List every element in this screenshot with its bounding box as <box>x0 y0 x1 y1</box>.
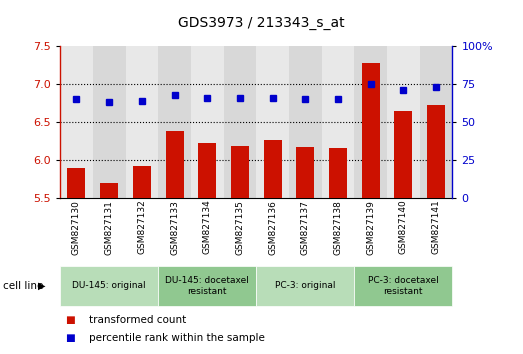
Bar <box>427 105 445 198</box>
Bar <box>67 168 85 198</box>
Bar <box>60 46 93 198</box>
Text: percentile rank within the sample: percentile rank within the sample <box>89 333 265 343</box>
Text: DU-145: original: DU-145: original <box>72 281 146 290</box>
Bar <box>355 46 387 198</box>
Bar <box>394 111 412 198</box>
Text: transformed count: transformed count <box>89 315 186 325</box>
Bar <box>93 46 126 198</box>
Text: PC-3: original: PC-3: original <box>275 281 336 290</box>
Bar <box>198 143 216 198</box>
Bar <box>133 166 151 198</box>
Text: ■: ■ <box>65 315 75 325</box>
Bar <box>100 183 118 198</box>
Text: ■: ■ <box>65 333 75 343</box>
Text: cell line: cell line <box>3 281 43 291</box>
Bar <box>224 46 256 198</box>
Bar <box>329 148 347 198</box>
Bar <box>158 46 191 198</box>
Bar <box>264 139 281 198</box>
Text: GDS3973 / 213343_s_at: GDS3973 / 213343_s_at <box>178 16 345 30</box>
Bar <box>297 147 314 198</box>
Bar <box>289 46 322 198</box>
Bar <box>191 46 224 198</box>
Bar <box>322 46 355 198</box>
Bar <box>231 146 249 198</box>
Text: ▶: ▶ <box>38 281 45 291</box>
Bar <box>387 46 419 198</box>
Bar <box>256 46 289 198</box>
Bar <box>166 131 184 198</box>
Text: PC-3: docetaxel
resistant: PC-3: docetaxel resistant <box>368 276 439 296</box>
Bar <box>362 63 380 198</box>
Bar <box>126 46 158 198</box>
Bar <box>419 46 452 198</box>
Text: DU-145: docetaxel
resistant: DU-145: docetaxel resistant <box>165 276 249 296</box>
